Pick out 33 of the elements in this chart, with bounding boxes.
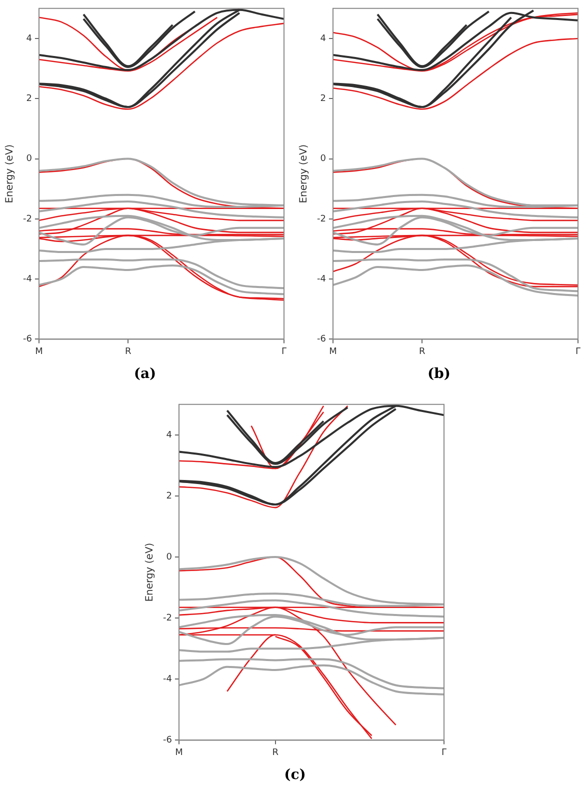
y-tick-label: 0 bbox=[320, 154, 326, 164]
y-tick-label: -2 bbox=[162, 613, 172, 624]
x-tick-label: R bbox=[272, 748, 278, 758]
x-tick-label: R bbox=[418, 346, 426, 357]
y-tick-label: 2 bbox=[320, 94, 326, 104]
y-tick-label: 4 bbox=[26, 34, 32, 44]
x-tick-label: M bbox=[35, 346, 43, 357]
text: (a) bbox=[132, 366, 158, 382]
x-tick-label: Γ bbox=[281, 346, 287, 357]
y-tick-label: 0 bbox=[166, 552, 172, 562]
y-tick-label: 4 bbox=[320, 34, 326, 44]
x-tick-label: R bbox=[124, 346, 132, 357]
x-tick-label: M bbox=[329, 346, 337, 357]
y-tick-label: -2 bbox=[316, 214, 326, 224]
text: (b) bbox=[426, 366, 452, 382]
y-tick-label: -4 bbox=[162, 674, 172, 684]
y-tick-label: 2 bbox=[166, 491, 172, 502]
y-axis-title: Energy (eV) bbox=[298, 144, 310, 204]
x-tick-label: M bbox=[175, 748, 183, 758]
y-tick-label: -4 bbox=[316, 274, 326, 284]
y-tick-label: -6 bbox=[22, 334, 32, 345]
y-tick-label: 2 bbox=[26, 94, 32, 104]
y-tick-label: -6 bbox=[162, 736, 172, 746]
x-tick-label: Γ bbox=[441, 748, 447, 758]
y-tick-label: -4 bbox=[22, 274, 32, 284]
y-axis-title: Energy (eV) bbox=[4, 144, 16, 204]
y-axis-title: Energy (eV) bbox=[144, 542, 156, 602]
y-tick-label: -2 bbox=[22, 214, 32, 224]
x-tick-label: Γ bbox=[575, 346, 581, 357]
y-tick-label: -6 bbox=[316, 334, 326, 345]
text: (c) bbox=[283, 767, 307, 783]
y-tick-label: 0 bbox=[26, 154, 32, 164]
y-tick-label: 4 bbox=[166, 430, 172, 440]
